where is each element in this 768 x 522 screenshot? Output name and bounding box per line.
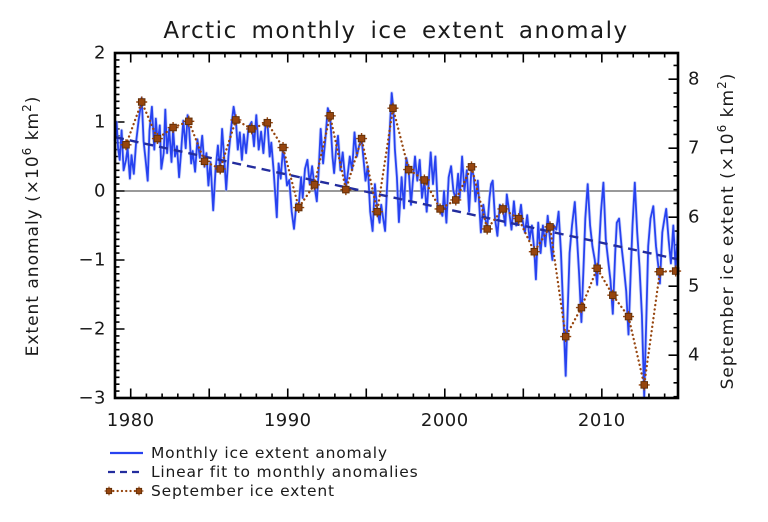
september-marker-2012 <box>640 381 648 389</box>
september-marker-2006 <box>546 223 554 231</box>
september-marker-2005 <box>530 247 539 256</box>
september-marker-1980 <box>137 98 146 106</box>
september-marker-1994 <box>357 134 366 143</box>
september-marker-1997 <box>404 165 413 174</box>
trend-line <box>114 136 679 261</box>
y-right-tick-label-7: 7 <box>688 138 700 159</box>
september-marker-1996 <box>389 104 397 112</box>
september-marker-1981 <box>153 134 162 143</box>
axis-label-part: September ice extent (×10 <box>718 132 738 389</box>
x-tick-label-2000: 2000 <box>421 410 469 431</box>
axis-label-part: 6 <box>20 147 34 156</box>
september-marker-2002 <box>483 225 491 233</box>
y-left-tick-label-1: 1 <box>94 112 106 133</box>
right-axis-label: September ice extent (×106 km2) <box>715 73 738 390</box>
september-marker-1979 <box>122 141 130 149</box>
september-marker-1989 <box>279 143 287 152</box>
legend-sample-marker <box>135 487 143 495</box>
september-marker-1993 <box>342 185 350 194</box>
legend-label-september-extent: September ice extent <box>151 482 335 500</box>
axis-label-part: 2 <box>715 80 729 89</box>
chart-built-layers: 1980 1990 2000 2010 2 1 0 −1 −2 −3 8 7 6 5 4 <box>78 43 700 432</box>
y-right-tick-label-6: 6 <box>688 207 700 228</box>
september-marker-2001 <box>467 163 476 171</box>
september-marker-2013 <box>656 267 664 276</box>
y-left-tick-label-0: 0 <box>94 181 106 202</box>
y-left-tick-label--1: −1 <box>78 250 106 271</box>
september-marker-2007 <box>561 332 570 341</box>
september-marker-1995 <box>373 207 382 216</box>
september-marker-2011 <box>624 312 633 321</box>
y-left-tick-label--3: −3 <box>78 388 106 409</box>
x-tick-label-2010: 2010 <box>578 410 626 431</box>
x-tick-label-1990: 1990 <box>264 410 312 431</box>
y-left-tick-label-2: 2 <box>94 43 106 64</box>
september-marker-1998 <box>420 176 429 184</box>
september-marker-1990 <box>294 203 303 212</box>
chart-title: Arctic monthly ice extent anomaly <box>163 18 628 44</box>
y-left-tick-label--2: −2 <box>78 319 106 340</box>
september-marker-1988 <box>263 118 272 127</box>
september-marker-1983 <box>185 117 193 126</box>
axis-label-part: Extent anomaly (×10 <box>23 155 43 356</box>
september-marker-1986 <box>232 116 240 124</box>
september-marker-2000 <box>452 196 460 204</box>
legend-samples <box>104 451 144 496</box>
y-right-tick-label-5: 5 <box>688 276 700 297</box>
axis-label-part: ) <box>23 96 43 104</box>
legend-label-linear-fit: Linear fit to monthly anomalies <box>151 463 419 481</box>
axis-label-part: 6 <box>715 124 729 133</box>
september-marker-2008 <box>577 303 586 312</box>
september-marker-2009 <box>593 264 601 273</box>
legend-label-monthly-anomaly: Monthly ice extent anomaly <box>151 444 388 462</box>
september-marker-1987 <box>247 125 256 133</box>
september-marker-2010 <box>609 291 617 299</box>
y-right-tick-label-8: 8 <box>688 69 700 90</box>
september-marker-1991 <box>310 181 319 189</box>
left-axis-label: Extent anomaly (×106 km2) <box>20 96 43 357</box>
september-marker-1982 <box>169 123 177 132</box>
plot-frame <box>113 51 680 400</box>
september-marker-1984 <box>200 157 209 166</box>
axis-label-part: ) <box>718 73 738 81</box>
september-marker-2003 <box>499 205 507 213</box>
axis-label-part: 2 <box>20 103 34 112</box>
axis-label-part: km <box>718 89 738 124</box>
september-marker-2004 <box>514 214 523 223</box>
legend: Monthly ice extent anomaly Linear fit to… <box>104 444 419 500</box>
monthly-anomaly-line-halo <box>113 91 680 399</box>
x-tick-label-1980: 1980 <box>107 410 155 431</box>
september-marker-1999 <box>436 205 444 213</box>
axis-label-part: km <box>23 112 43 147</box>
y-right-tick-label-4: 4 <box>688 345 700 366</box>
september-marker-1992 <box>326 112 334 120</box>
september-marker-1985 <box>216 165 224 173</box>
legend-sample-marker <box>105 487 113 495</box>
